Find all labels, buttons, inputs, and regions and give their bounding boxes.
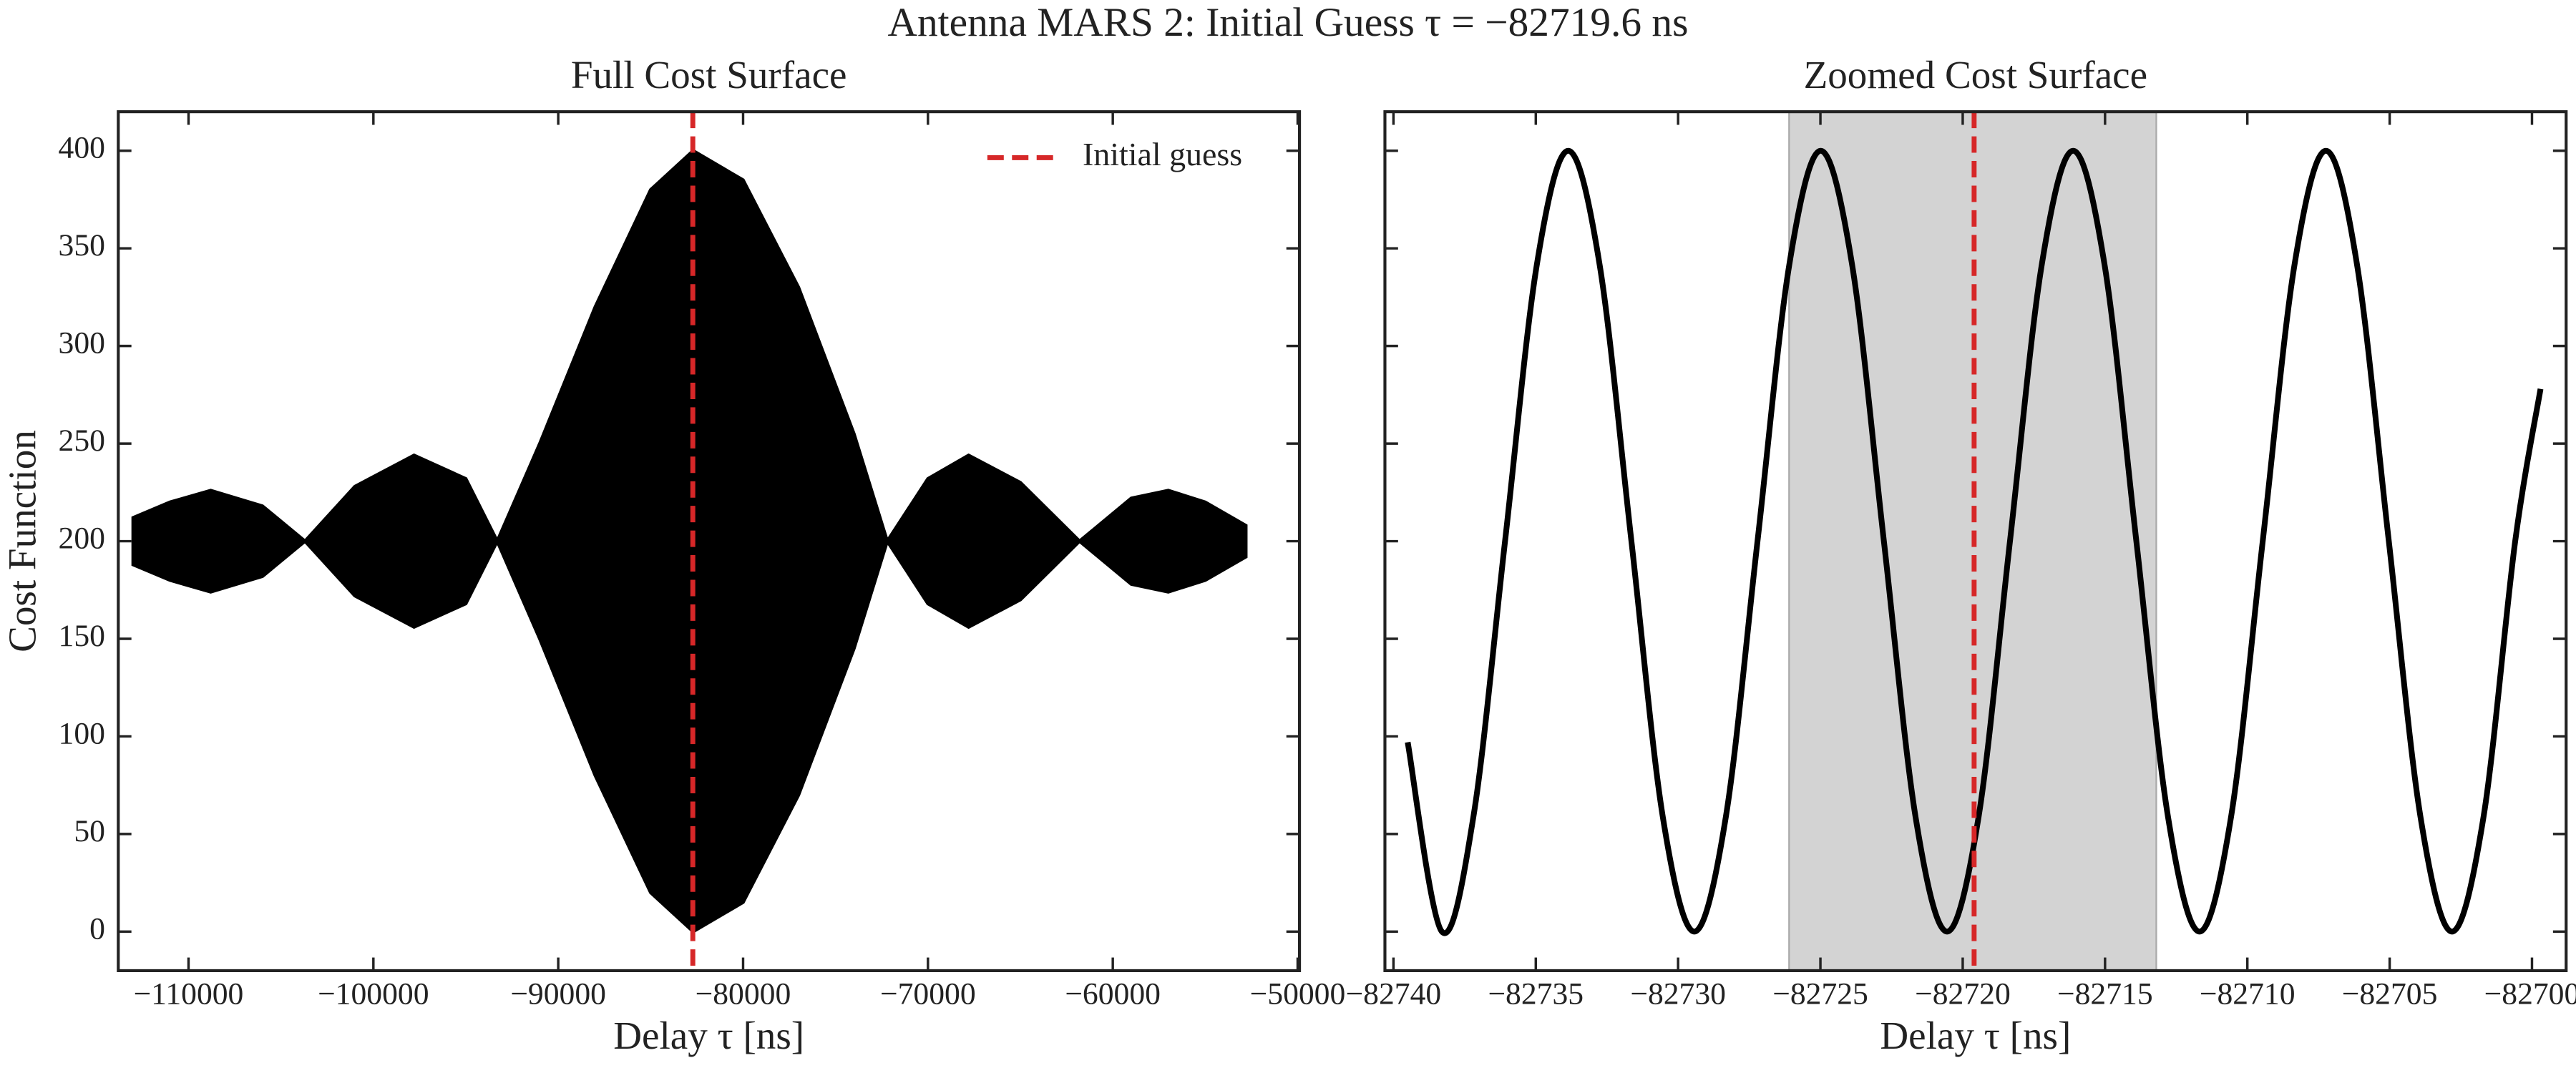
y-tick-label: 250 bbox=[59, 423, 105, 458]
x-tick-label: −82735 bbox=[1488, 977, 1584, 1011]
x-tick-label: −82710 bbox=[2200, 977, 2296, 1011]
x-tick-label: −82700 bbox=[2484, 977, 2576, 1011]
y-tick-label: 400 bbox=[59, 131, 105, 165]
x-tick-label: −82720 bbox=[1915, 977, 2011, 1011]
x-tick-label: −50000 bbox=[1250, 977, 1346, 1011]
x-tick-label: −60000 bbox=[1065, 977, 1161, 1011]
y-tick-label: 150 bbox=[59, 619, 105, 653]
y-axis-label: Cost Function bbox=[0, 430, 44, 652]
x-tick-label: −82740 bbox=[1346, 977, 1442, 1011]
x-axis-label: Delay τ [ns] bbox=[1880, 1014, 2071, 1057]
figure-title: Antenna MARS 2: Initial Guess τ = −82719… bbox=[888, 0, 1689, 45]
x-tick-label: −110000 bbox=[134, 977, 244, 1011]
y-tick-label: 200 bbox=[59, 521, 105, 556]
x-tick-label: −70000 bbox=[880, 977, 976, 1011]
x-tick-label: −82730 bbox=[1630, 977, 1726, 1011]
legend-label: Initial guess bbox=[1083, 136, 1242, 172]
cost-line bbox=[1405, 147, 2544, 936]
x-axis-label: Delay τ [ns] bbox=[613, 1014, 804, 1057]
y-tick-label: 0 bbox=[89, 911, 105, 946]
x-tick-label: −82715 bbox=[2057, 977, 2153, 1011]
y-tick-label: 350 bbox=[59, 228, 105, 263]
y-tick-label: 300 bbox=[59, 326, 105, 361]
x-tick-label: −82725 bbox=[1772, 977, 1868, 1011]
cost-band bbox=[131, 148, 1248, 934]
x-tick-label: −100000 bbox=[318, 977, 429, 1011]
x-tick-label: −80000 bbox=[696, 977, 791, 1011]
x-tick-label: −90000 bbox=[510, 977, 606, 1011]
axes-title: Full Cost Surface bbox=[571, 53, 847, 97]
x-tick-label: −82705 bbox=[2342, 977, 2438, 1011]
axes-title: Zoomed Cost Surface bbox=[1804, 53, 2147, 97]
y-tick-label: 100 bbox=[59, 716, 105, 750]
y-tick-label: 50 bbox=[74, 814, 105, 848]
